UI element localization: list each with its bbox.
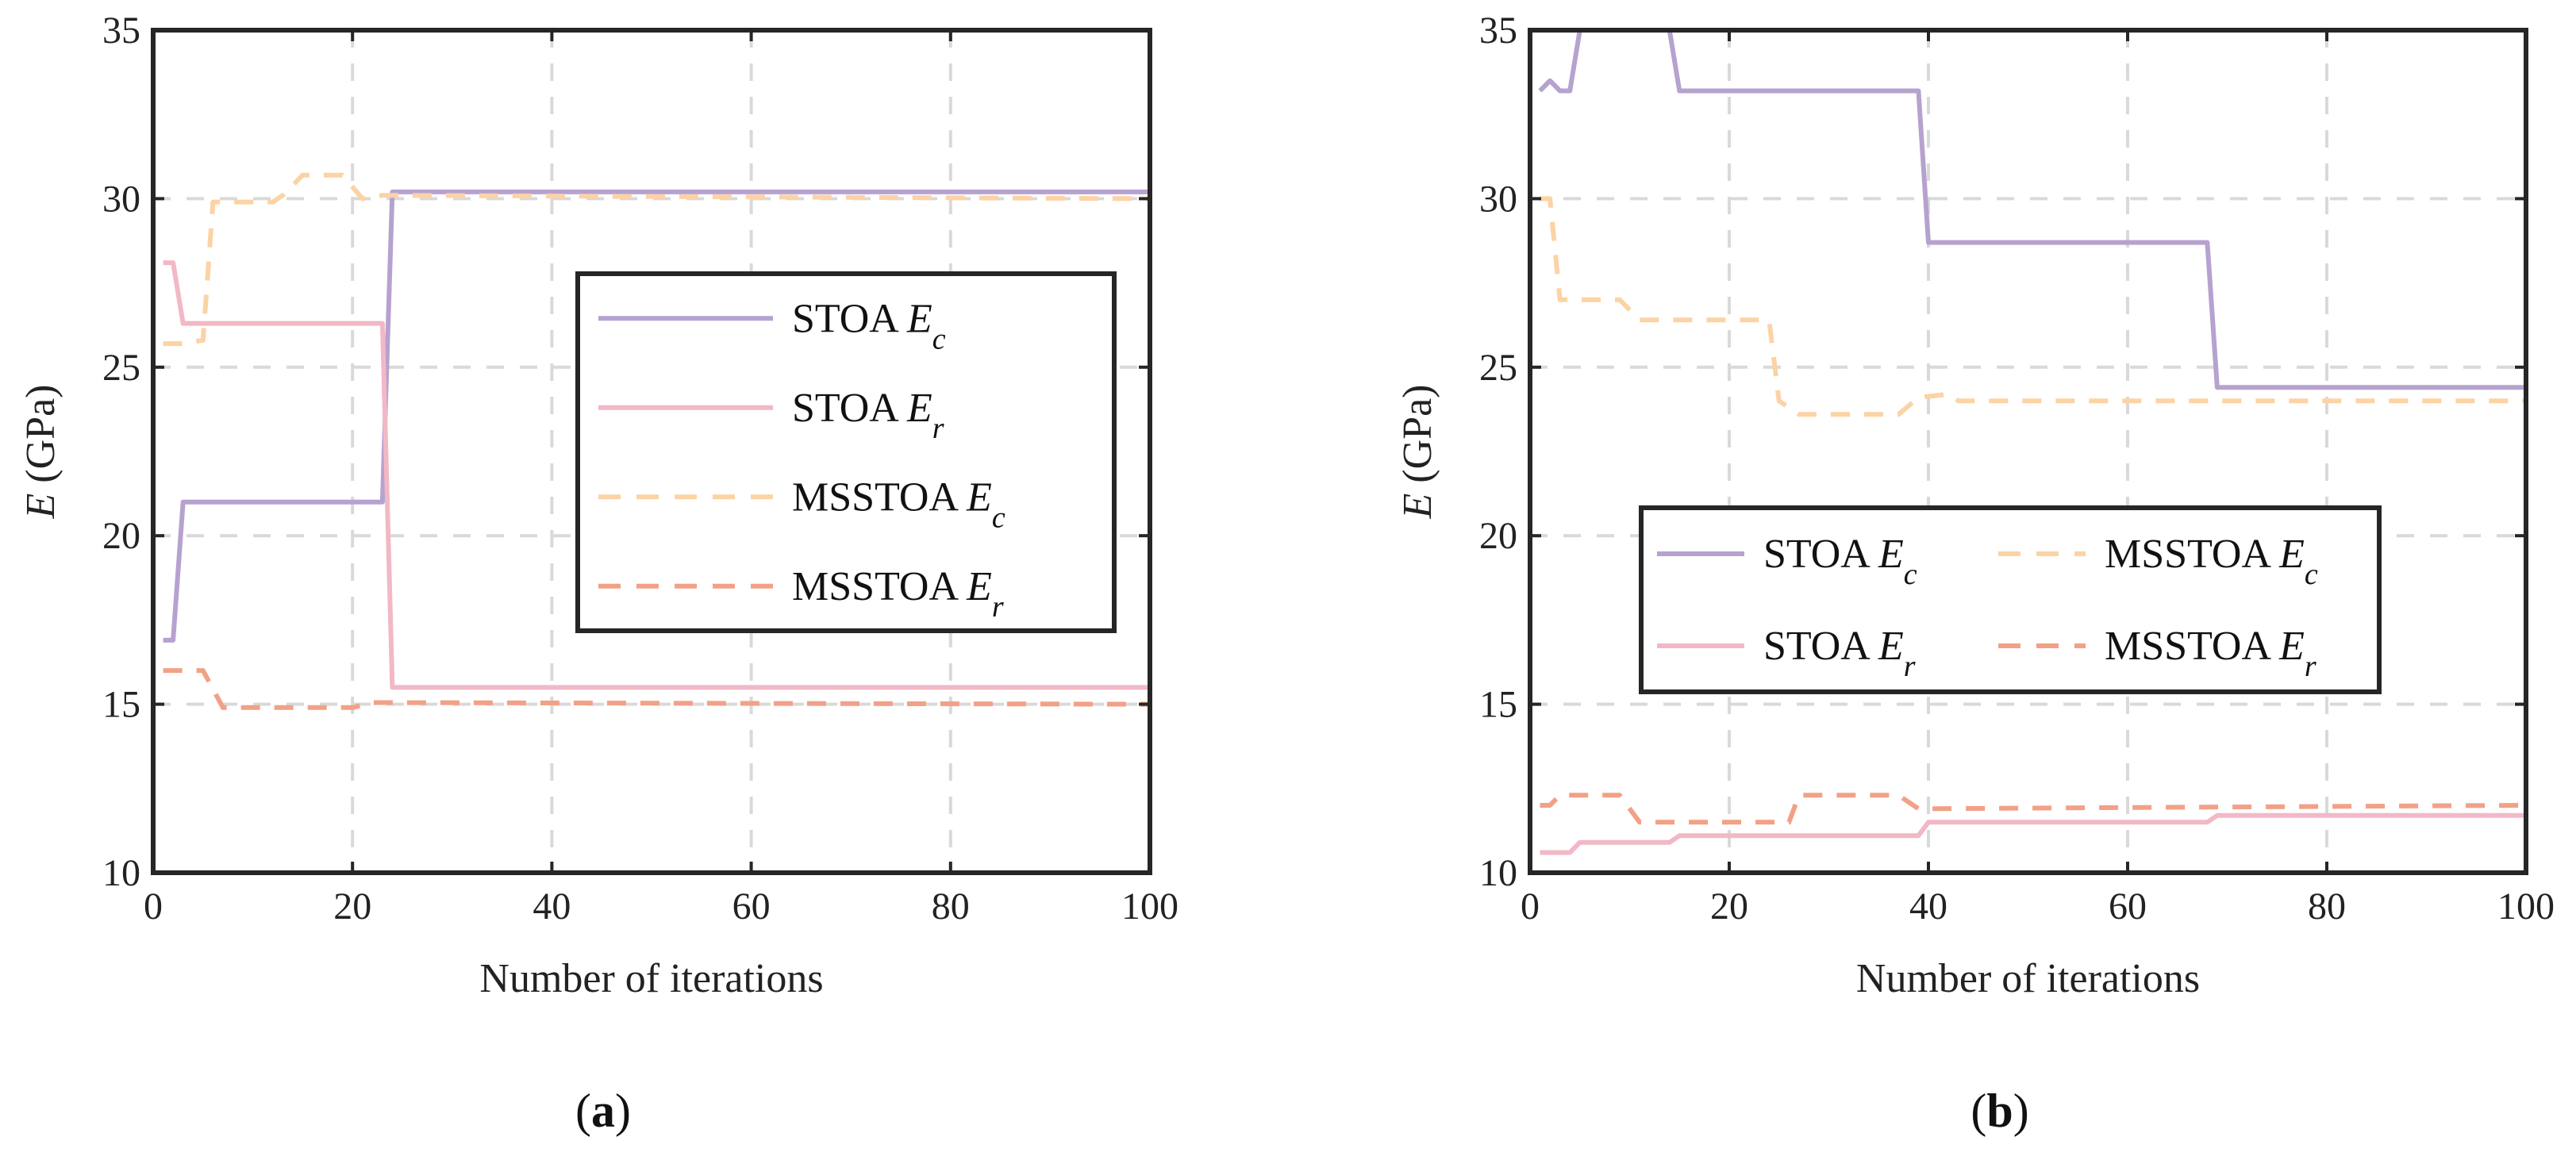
- panel-a-series-stoa-ec: [163, 189, 1150, 643]
- panel-a-ytick-label-2: 20: [102, 515, 140, 557]
- panel-a-ytick-label-4: 30: [102, 178, 140, 220]
- panel-b-series-msstoa-ec: [1540, 196, 2526, 417]
- panel-a-legend-label-2: MSSTOA Ec: [792, 474, 1005, 534]
- panel-b-legend-label-1: STOA Er: [1763, 624, 1916, 683]
- panel-a-xtick-label-3: 60: [732, 885, 771, 927]
- panel-b-xtick-label-0: 0: [1521, 885, 1540, 927]
- panel-b-xtick-label-3: 60: [2109, 885, 2147, 927]
- panel-a-legend-label-1: STOA Er: [792, 386, 944, 445]
- panel-b-ylabel: E (GPa): [1395, 385, 1440, 520]
- panel-a-xlabel: Number of iterations: [479, 956, 823, 1001]
- panel-a-xtick-label-1: 20: [333, 885, 371, 927]
- panel-b-xlabel: Number of iterations: [1856, 956, 2200, 1001]
- panel-a-ytick-label-5: 35: [102, 10, 140, 52]
- panel-b-ytick-label-3: 25: [1479, 347, 1517, 389]
- panel-a-legend-box: [575, 271, 1117, 633]
- panel-a-panel-label: (a): [575, 1085, 631, 1137]
- panel-a-legend: STOA Ec STOA Er MSSTOA Ec MSSTOA Er: [575, 271, 1117, 633]
- panel-b-xtick-label-2: 40: [1909, 885, 1947, 927]
- panel-a-ytick-label-1: 15: [102, 684, 140, 726]
- panel-b-xtick-label-4: 80: [2308, 885, 2346, 927]
- panel-a-xtick-label-5: 100: [1121, 885, 1178, 927]
- panel-b-legend-box: [1639, 505, 2382, 694]
- panel-b-ytick-label-1: 15: [1479, 684, 1517, 726]
- panel-a: 0 20 40 60 80 100 10 15 20 25 30 35 Number of iterat…: [18, 10, 1178, 1137]
- panel-a-ylabel: E (GPa): [18, 385, 63, 520]
- panel-a-series-stoa-er: [163, 260, 1150, 690]
- panel-a-ytick-label-3: 25: [102, 347, 140, 389]
- panel-a-legend-label-0: STOA Ec: [792, 296, 946, 355]
- panel-b-legend-label-0: STOA Ec: [1763, 532, 1917, 591]
- panel-b-series-stoa-er: [1540, 812, 2526, 855]
- panel-b-panel-label: (b): [1970, 1085, 2028, 1137]
- panel-b-axes-frame: [1528, 28, 2528, 875]
- panel-b-legend: STOA Ec STOA Er MSSTOA Ec MSSTOA Er: [1639, 505, 2382, 694]
- panel-b-ytick-label-0: 10: [1479, 852, 1517, 894]
- panel-b-xtick-label-5: 100: [2497, 885, 2555, 927]
- panel-b-xtick-label-1: 20: [1710, 885, 1748, 927]
- panel-b-ytick-label-5: 35: [1479, 10, 1517, 52]
- panel-b-series-msstoa-er: [1540, 793, 2526, 825]
- panel-a-xtick-label-2: 40: [533, 885, 571, 927]
- panel-a-xtick-label-4: 80: [932, 885, 970, 927]
- panel-b-ytick-label-2: 20: [1479, 515, 1517, 557]
- panel-a-xtick-label-0: 0: [144, 885, 163, 927]
- panel-b-ytick-label-4: 30: [1479, 178, 1517, 220]
- panel-a-legend-label-3: MSSTOA Er: [792, 564, 1004, 624]
- panel-b: 0 20 40 60 80 100 10 15 20 25 30 35 Number of iterat…: [1395, 10, 2555, 1137]
- panel-b-series-stoa-ec: [1538, 30, 2526, 390]
- panel-a-ytick-label-0: 10: [102, 852, 140, 894]
- panel-a-series-msstoa-ec: [163, 172, 1150, 347]
- panel-b-legend-label-2: MSSTOA Ec: [2105, 532, 2318, 591]
- panel-a-series-msstoa-er: [163, 668, 1150, 710]
- panel-a-axes-frame: [151, 28, 1152, 875]
- panel-b-legend-label-3: MSSTOA Er: [2105, 624, 2316, 683]
